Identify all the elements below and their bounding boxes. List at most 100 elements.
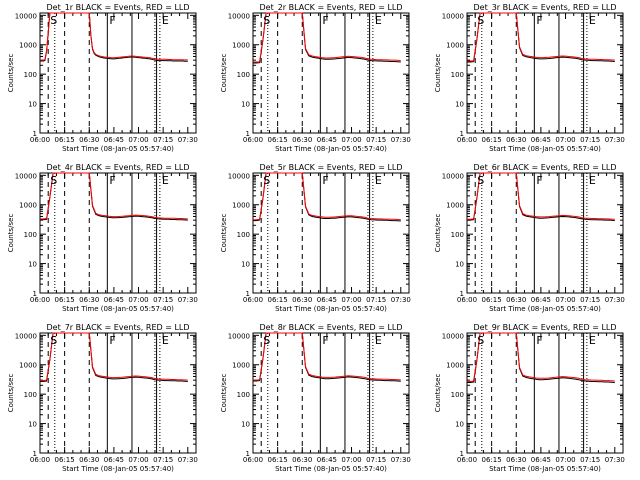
marker-label: E xyxy=(375,174,382,187)
x-tick-label: 06:00 xyxy=(243,456,263,464)
y-tick-label: 10 xyxy=(28,261,37,269)
y-axis-label: Counts/sec xyxy=(7,54,15,93)
x-tick-label: 06:30 xyxy=(292,456,312,464)
x-tick-label: 07:30 xyxy=(391,296,411,304)
plot-frame xyxy=(252,12,410,134)
x-tick-label: 07:30 xyxy=(605,296,625,304)
plot-frame xyxy=(252,172,410,294)
marker-label: E xyxy=(589,174,596,187)
y-tick-label: 100 xyxy=(451,231,464,239)
marker-label: F xyxy=(109,174,115,187)
series-line-lld xyxy=(467,172,615,220)
marker-label: S xyxy=(50,14,57,27)
marker-label: F xyxy=(322,174,328,187)
panel-3: 1 10 100 1000 10000 06:00 06:15 06:30 06:45 07:00… xyxy=(434,3,625,153)
marker-label: S xyxy=(263,174,270,187)
marker-label: F xyxy=(536,14,542,27)
x-tick-label: 07:30 xyxy=(391,136,411,144)
y-tick-label: 100 xyxy=(237,71,250,79)
y-tick-label: 10000 xyxy=(15,12,37,20)
marker-label: F xyxy=(322,334,328,347)
series-line-lld xyxy=(253,172,401,221)
x-tick-label: 06:15 xyxy=(482,136,502,144)
y-tick-label: 100 xyxy=(24,231,37,239)
marker-label: E xyxy=(375,14,382,27)
y-tick-label: 1000 xyxy=(19,42,37,50)
marker-label: S xyxy=(263,14,270,27)
plot-frame xyxy=(39,332,197,454)
x-tick-label: 06:45 xyxy=(317,296,337,304)
x-tick-label: 06:30 xyxy=(79,456,99,464)
x-tick-label: 07:15 xyxy=(366,136,386,144)
y-tick-label: 100 xyxy=(451,391,464,399)
y-tick-label: 1000 xyxy=(232,362,250,370)
x-tick-label: 06:00 xyxy=(457,456,477,464)
x-tick-label: 07:00 xyxy=(341,456,361,464)
x-tick-label: 06:15 xyxy=(268,296,288,304)
marker-label: E xyxy=(589,14,596,27)
y-tick-label: 100 xyxy=(237,231,250,239)
y-tick-label: 10 xyxy=(455,101,464,109)
x-tick-label: 06:15 xyxy=(482,456,502,464)
y-tick-label: 10 xyxy=(241,261,250,269)
y-tick-label: 1000 xyxy=(446,42,464,50)
x-tick-label: 06:30 xyxy=(292,296,312,304)
x-tick-label: 06:15 xyxy=(55,456,75,464)
y-tick-label: 1000 xyxy=(232,42,250,50)
y-tick-label: 10 xyxy=(455,421,464,429)
plot-frame xyxy=(466,332,624,454)
x-tick-label: 06:00 xyxy=(30,136,50,144)
x-axis-label: Start Time (08-Jan-05 05:57:40) xyxy=(275,305,387,313)
x-tick-label: 07:30 xyxy=(605,136,625,144)
marker-label: S xyxy=(477,14,484,27)
y-tick-label: 1 xyxy=(246,450,250,458)
y-axis-label: Counts/sec xyxy=(434,374,442,413)
y-tick-label: 100 xyxy=(24,391,37,399)
x-tick-label: 06:00 xyxy=(30,296,50,304)
y-axis-label: Counts/sec xyxy=(220,374,228,413)
y-tick-label: 10 xyxy=(28,101,37,109)
x-axis-label: Start Time (08-Jan-05 05:57:40) xyxy=(62,465,174,473)
y-tick-label: 1 xyxy=(33,130,37,138)
x-tick-label: 06:30 xyxy=(506,296,526,304)
marker-label: F xyxy=(109,14,115,27)
panel-title: Det_6r BLACK = Events, RED = LLD xyxy=(473,163,616,172)
marker-label: S xyxy=(477,334,484,347)
series-line-lld xyxy=(40,12,188,61)
panel-1: 1 10 100 1000 10000 06:00 06:15 06:30 06:45 07:00… xyxy=(7,3,198,153)
x-tick-label: 07:30 xyxy=(605,456,625,464)
x-axis-label: Start Time (08-Jan-05 05:57:40) xyxy=(489,145,601,153)
x-tick-label: 06:45 xyxy=(531,456,551,464)
marker-label: S xyxy=(50,334,57,347)
x-tick-label: 06:45 xyxy=(317,456,337,464)
plot-frame xyxy=(39,12,197,134)
marker-label: S xyxy=(263,334,270,347)
y-axis-label: Counts/sec xyxy=(7,214,15,253)
y-axis-label: Counts/sec xyxy=(220,54,228,93)
x-tick-label: 07:00 xyxy=(128,296,148,304)
panel-title: Det_1r BLACK = Events, RED = LLD xyxy=(46,3,189,12)
x-tick-label: 06:15 xyxy=(55,296,75,304)
y-tick-label: 10 xyxy=(455,261,464,269)
x-tick-label: 06:15 xyxy=(55,136,75,144)
plot-frame xyxy=(39,172,197,294)
y-tick-label: 10 xyxy=(241,101,250,109)
x-tick-label: 06:15 xyxy=(268,456,288,464)
y-tick-label: 1000 xyxy=(446,202,464,210)
series-line-lld xyxy=(467,12,615,62)
y-tick-label: 10000 xyxy=(228,332,250,340)
x-tick-label: 06:30 xyxy=(506,136,526,144)
y-tick-label: 10000 xyxy=(228,172,250,180)
marker-label: F xyxy=(536,334,542,347)
panel-title: Det_9r BLACK = Events, RED = LLD xyxy=(473,323,616,332)
panel-title: Det_2r BLACK = Events, RED = LLD xyxy=(259,3,402,12)
panel-title: Det_5r BLACK = Events, RED = LLD xyxy=(259,163,402,172)
y-axis-label: Counts/sec xyxy=(434,54,442,93)
y-tick-label: 1000 xyxy=(446,362,464,370)
x-axis-label: Start Time (08-Jan-05 05:57:40) xyxy=(62,145,174,153)
x-tick-label: 07:15 xyxy=(366,456,386,464)
y-tick-label: 10000 xyxy=(442,12,464,20)
x-tick-label: 07:15 xyxy=(153,296,173,304)
x-tick-label: 06:30 xyxy=(79,296,99,304)
